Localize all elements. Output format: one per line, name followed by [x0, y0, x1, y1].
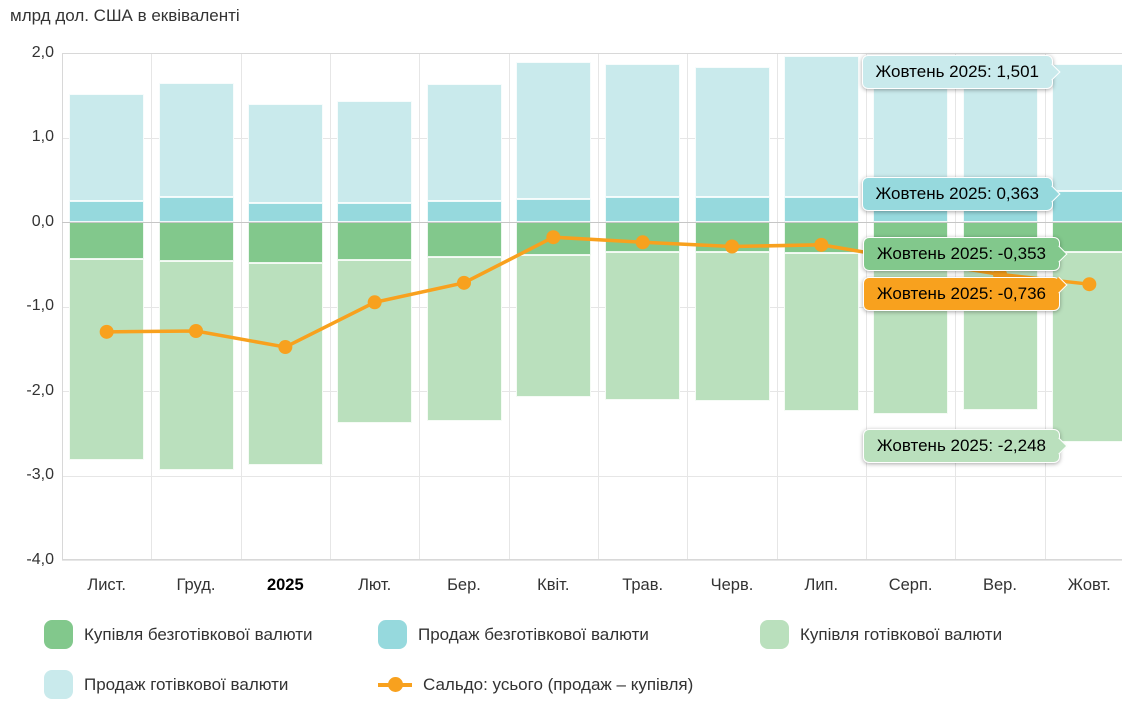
- bar-segment-buy-cash[interactable]: [158, 260, 234, 471]
- bar-segment-buy-noncash[interactable]: [426, 222, 502, 257]
- bar-segment-sell-cash[interactable]: [1051, 64, 1122, 192]
- v-gridline: [508, 53, 510, 560]
- v-gridline: [62, 53, 63, 560]
- legend-label: Продаж готівкової валюти: [84, 674, 289, 694]
- bar-segment-buy-noncash[interactable]: [694, 222, 770, 253]
- v-gridline: [687, 53, 689, 560]
- bar-segment-sell-cash[interactable]: [515, 62, 591, 200]
- bar-segment-buy-cash[interactable]: [247, 262, 323, 466]
- x-tick-label: Лют.: [358, 576, 392, 594]
- bar-segment-sell-cash[interactable]: [337, 101, 413, 204]
- bar-segment-sell-cash[interactable]: [69, 93, 145, 201]
- bar-segment-sell-noncash[interactable]: [69, 200, 145, 222]
- bar-segment-buy-cash[interactable]: [694, 252, 770, 402]
- v-gridline: [240, 53, 242, 560]
- x-tick-label: Черв.: [710, 576, 754, 594]
- legend-label: Купівля безготівкової валюти: [84, 624, 313, 644]
- legend-label: Продаж безготівкової валюти: [418, 624, 649, 644]
- saldo-line-marker-icon: [378, 670, 412, 699]
- x-tick-label: Лип.: [804, 576, 839, 594]
- legend-item-buy-noncash[interactable]: Купівля безготівкової валюти: [44, 620, 313, 649]
- legend-swatch-light-cyan: [44, 670, 73, 699]
- v-gridline: [419, 53, 421, 560]
- x-tick-label: Квіт.: [537, 576, 570, 594]
- bar-segment-buy-noncash[interactable]: [158, 222, 234, 261]
- tooltip-sell-noncash: Жовтень 2025: 0,363: [861, 177, 1061, 211]
- y-tick-label: -2,0: [26, 382, 54, 399]
- bar-segment-sell-cash[interactable]: [694, 67, 770, 198]
- legend-swatch-green: [44, 620, 73, 649]
- x-tick-label: Лист.: [87, 576, 126, 594]
- bar-segment-buy-noncash[interactable]: [69, 222, 145, 260]
- y-tick-label: 1,0: [31, 128, 54, 145]
- bar-segment-sell-cash[interactable]: [605, 63, 681, 198]
- legend-label: Купівля готівкової валюти: [800, 624, 1003, 644]
- v-gridline: [330, 53, 331, 560]
- v-gridline: [151, 53, 153, 560]
- bar-segment-sell-cash[interactable]: [158, 82, 234, 198]
- legend-item-sell-cash[interactable]: Продаж готівкової валюти: [44, 670, 288, 699]
- bar-segment-sell-noncash[interactable]: [1051, 191, 1122, 222]
- tooltip-buy-noncash: Жовтень 2025: -0,353: [862, 237, 1068, 271]
- bar-segment-sell-noncash[interactable]: [605, 197, 681, 222]
- zero-line: [62, 222, 1122, 223]
- bar-segment-buy-cash[interactable]: [515, 254, 591, 397]
- bar-segment-sell-noncash[interactable]: [158, 197, 234, 222]
- bar-segment-sell-noncash[interactable]: [515, 199, 591, 222]
- v-gridline: [598, 53, 599, 560]
- bar-segment-buy-noncash[interactable]: [605, 222, 681, 253]
- bar-segment-sell-noncash[interactable]: [426, 200, 502, 222]
- bar-segment-sell-cash[interactable]: [426, 84, 502, 201]
- x-tick-label: Вер.: [982, 576, 1017, 594]
- bar-segment-buy-noncash[interactable]: [515, 222, 591, 255]
- bar-segment-sell-noncash[interactable]: [783, 196, 859, 222]
- bar-segment-buy-cash[interactable]: [605, 252, 681, 401]
- bar-segment-sell-noncash[interactable]: [337, 203, 413, 222]
- x-tick-label-year: 2025: [266, 576, 304, 594]
- x-axis-labels: Лист. Груд. 2025 Лют. Бер. Квіт. Трав. Ч…: [62, 576, 1122, 595]
- y-tick-label: -1,0: [26, 297, 54, 314]
- x-tick-label: Жовт.: [1067, 576, 1111, 594]
- legend-item-buy-cash[interactable]: Купівля готівкової валюти: [760, 620, 1002, 649]
- bar-segment-buy-noncash[interactable]: [1051, 222, 1122, 252]
- bar-segment-sell-cash[interactable]: [873, 68, 949, 197]
- bar-segment-buy-cash[interactable]: [783, 253, 859, 412]
- h-gridline: [62, 475, 1122, 477]
- bar-segment-buy-cash[interactable]: [962, 251, 1038, 410]
- x-tick-label: Груд.: [176, 576, 216, 594]
- chart-title: млрд дол. США в еквіваленті: [10, 6, 240, 25]
- x-tick-label: Бер.: [447, 576, 481, 594]
- h-gridline: [62, 53, 1122, 54]
- bar-segment-buy-cash[interactable]: [426, 256, 502, 421]
- bar-segment-buy-cash[interactable]: [69, 259, 145, 461]
- x-tick-label: Серп.: [888, 576, 933, 594]
- legend-swatch-cyan: [378, 620, 407, 649]
- tooltip-sell-cash: Жовтень 2025: 1,501: [861, 55, 1061, 89]
- y-tick-label: -3,0: [26, 466, 54, 483]
- tooltip-saldo: Жовтень 2025: -0,736: [862, 276, 1068, 311]
- y-tick-label: 0,0: [31, 213, 54, 230]
- legend-item-sell-noncash[interactable]: Продаж безготівкової валюти: [378, 620, 649, 649]
- h-gridline: [62, 137, 1122, 139]
- bar-segment-buy-noncash[interactable]: [783, 222, 859, 254]
- bar-segment-buy-cash[interactable]: [337, 260, 413, 424]
- v-gridline: [776, 53, 778, 560]
- y-tick-label: 2,0: [31, 44, 54, 61]
- bar-segment-buy-noncash[interactable]: [337, 222, 413, 261]
- bar-segment-sell-cash[interactable]: [247, 103, 323, 204]
- legend-label: Сальдо: усього (продаж – купівля): [423, 674, 694, 694]
- h-gridline: [62, 560, 1122, 561]
- x-tick-label: Трав.: [622, 576, 664, 594]
- legend-item-saldo[interactable]: Сальдо: усього (продаж – купівля): [378, 670, 693, 699]
- h-gridline: [62, 391, 1122, 392]
- legend-swatch-light-green: [760, 620, 789, 649]
- tooltip-buy-cash: Жовтень 2025: -2,248: [862, 429, 1068, 463]
- bar-segment-buy-noncash[interactable]: [247, 222, 323, 263]
- bar-segment-sell-noncash[interactable]: [247, 203, 323, 222]
- bar-segment-sell-noncash[interactable]: [694, 197, 770, 222]
- y-tick-label: -4,0: [26, 551, 54, 568]
- bar-segment-sell-cash[interactable]: [783, 55, 859, 197]
